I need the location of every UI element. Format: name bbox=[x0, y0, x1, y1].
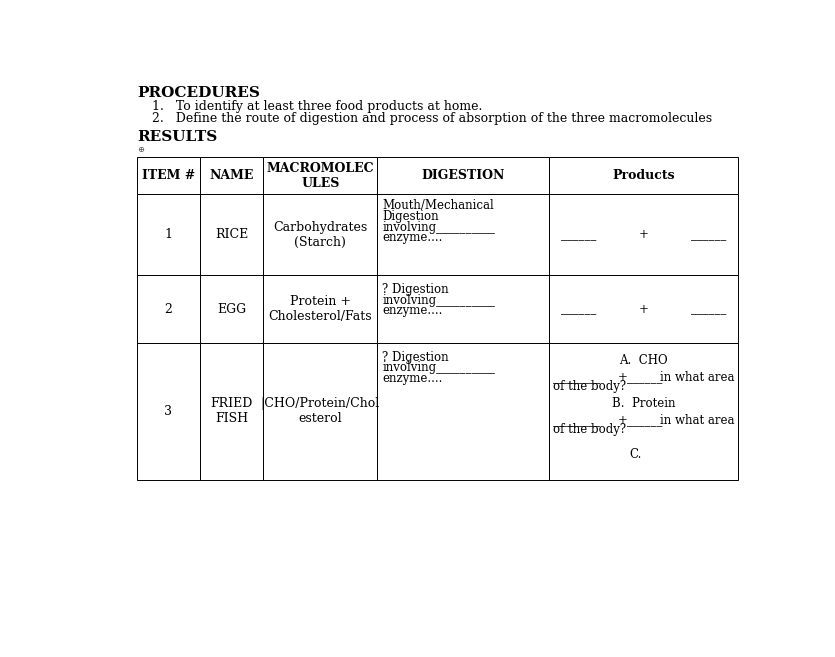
Bar bbox=[200, 158, 263, 194]
Bar bbox=[377, 158, 549, 194]
Text: A.  CHO: A. CHO bbox=[620, 353, 668, 367]
Text: +: + bbox=[639, 228, 649, 241]
Text: +: + bbox=[639, 303, 649, 315]
Text: 1: 1 bbox=[164, 228, 173, 241]
Text: Protein +
Cholesterol/Fats: Protein + Cholesterol/Fats bbox=[269, 295, 372, 323]
Text: ITEM #: ITEM # bbox=[142, 170, 195, 183]
Bar bbox=[137, 275, 200, 343]
Bar bbox=[377, 275, 549, 343]
Bar bbox=[200, 194, 263, 275]
Text: NAME: NAME bbox=[210, 170, 254, 183]
Text: 1.   To identify at least three food products at home.: 1. To identify at least three food produ… bbox=[153, 100, 483, 112]
Text: ______: ______ bbox=[560, 303, 595, 315]
Text: ______: ______ bbox=[691, 303, 726, 315]
Text: MACROMOLEC
ULES: MACROMOLEC ULES bbox=[266, 162, 374, 190]
Bar bbox=[549, 194, 738, 275]
Text: EGG: EGG bbox=[217, 303, 246, 315]
Text: RESULTS: RESULTS bbox=[137, 131, 217, 145]
Text: PROCEDURES: PROCEDURES bbox=[137, 86, 260, 100]
Text: enzyme....: enzyme.... bbox=[382, 373, 443, 385]
Text: C.: C. bbox=[630, 447, 642, 461]
Text: enzyme....: enzyme.... bbox=[382, 304, 443, 317]
Text: ______: ______ bbox=[627, 371, 662, 384]
Text: ______: ______ bbox=[691, 228, 726, 241]
Text: Digestion: Digestion bbox=[382, 210, 438, 223]
Text: +: + bbox=[618, 371, 628, 384]
Text: involving__________: involving__________ bbox=[382, 361, 495, 374]
Text: enzyme....: enzyme.... bbox=[382, 231, 443, 244]
Text: Products: Products bbox=[612, 170, 675, 183]
Bar bbox=[549, 158, 738, 194]
Bar bbox=[200, 343, 263, 480]
Bar bbox=[137, 343, 200, 480]
Bar bbox=[137, 158, 200, 194]
Bar bbox=[263, 158, 377, 194]
Text: ________: ________ bbox=[553, 371, 600, 384]
Bar bbox=[263, 194, 377, 275]
Text: of the body?: of the body? bbox=[553, 423, 626, 436]
Text: 2: 2 bbox=[164, 303, 173, 315]
Bar bbox=[377, 343, 549, 480]
Text: ______: ______ bbox=[560, 228, 595, 241]
Bar bbox=[200, 275, 263, 343]
Bar bbox=[377, 194, 549, 275]
Text: |CHO/Protein/Chol
esterol: |CHO/Protein/Chol esterol bbox=[261, 397, 380, 426]
Text: DIGESTION: DIGESTION bbox=[422, 170, 505, 183]
Text: Mouth/Mechanical: Mouth/Mechanical bbox=[382, 199, 493, 212]
Bar bbox=[549, 275, 738, 343]
Text: B.  Protein: B. Protein bbox=[612, 397, 676, 410]
Text: Carbohydrates
(Starch): Carbohydrates (Starch) bbox=[273, 221, 367, 249]
Text: involving__________: involving__________ bbox=[382, 294, 495, 307]
Text: in what area: in what area bbox=[660, 371, 735, 384]
Text: FRIED
FISH: FRIED FISH bbox=[210, 397, 253, 426]
Bar bbox=[263, 275, 377, 343]
Text: RICE: RICE bbox=[215, 228, 248, 241]
Bar bbox=[549, 343, 738, 480]
Text: 3: 3 bbox=[164, 405, 173, 418]
Text: in what area: in what area bbox=[660, 414, 735, 427]
Text: of the body?: of the body? bbox=[553, 380, 626, 393]
Text: +: + bbox=[618, 414, 628, 427]
Text: ? Digestion: ? Digestion bbox=[382, 351, 448, 364]
Text: involving__________: involving__________ bbox=[382, 221, 495, 233]
Bar bbox=[137, 194, 200, 275]
Text: ? Digestion: ? Digestion bbox=[382, 283, 448, 296]
Text: ⊕: ⊕ bbox=[137, 146, 144, 154]
Text: 2.   Define the route of digestion and process of absorption of the three macrom: 2. Define the route of digestion and pro… bbox=[153, 112, 712, 125]
Bar bbox=[263, 343, 377, 480]
Text: ________: ________ bbox=[553, 414, 600, 427]
Text: ______: ______ bbox=[627, 414, 662, 427]
